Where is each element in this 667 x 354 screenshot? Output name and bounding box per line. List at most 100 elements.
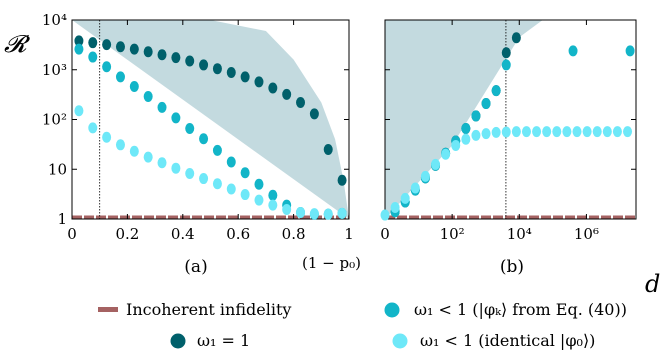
data-point-dark: [157, 49, 167, 61]
data-point-dark: [129, 43, 139, 55]
data-point-mid: [268, 189, 278, 201]
data-point-dark: [323, 143, 333, 155]
data-point-dark: [171, 52, 181, 64]
x-tick-label: 0.8: [282, 225, 306, 243]
data-point-mid: [625, 45, 635, 57]
data-point-dark: [254, 76, 264, 88]
data-point-light: [441, 148, 451, 160]
y-tick-label: 10: [48, 160, 67, 178]
data-point-light: [185, 168, 195, 180]
data-point-mid: [481, 97, 491, 109]
data-point-mid: [212, 144, 222, 156]
data-point-light: [420, 170, 430, 182]
data-point-light: [268, 199, 278, 211]
data-point-light: [400, 192, 410, 204]
y-tick-label: 10³: [42, 61, 67, 79]
panel-a-xlabel: (1 − p₀): [302, 254, 361, 272]
data-point-dark: [74, 35, 84, 47]
data-point-mid: [199, 133, 209, 145]
data-point-light: [451, 140, 461, 152]
data-point-mid: [102, 61, 112, 73]
legend-dark-label: ω₁ = 1: [197, 331, 250, 350]
data-point-dark: [309, 108, 319, 120]
data-point-light: [623, 126, 633, 138]
data-point-light: [481, 128, 491, 140]
y-tick-label: 10²: [42, 111, 67, 129]
y-tick-label: 1: [57, 210, 67, 228]
x-tick-label: 10²: [440, 225, 465, 243]
data-point-mid: [115, 71, 125, 83]
x-tick-label: 0: [380, 225, 390, 243]
data-point-light: [115, 139, 125, 151]
data-point-dark: [337, 174, 347, 186]
legend-light-label: ω₁ < 1 (identical |φ₀⟩): [420, 331, 595, 350]
panel-a: 1 10 10² 10³ 10⁴ 0 0.2 0.4 0.6 0.8 1: [42, 11, 354, 243]
data-point-mid: [185, 122, 195, 134]
data-point-dark: [282, 88, 292, 100]
data-point-dark: [268, 82, 278, 94]
data-point-mid: [171, 112, 181, 124]
legend-light-marker: [392, 333, 408, 349]
data-point-light: [572, 126, 582, 138]
data-point-dark: [511, 32, 521, 44]
data-point-dark: [226, 67, 236, 79]
data-point-light: [240, 189, 250, 201]
data-point-light: [511, 126, 521, 138]
data-point-light: [461, 133, 471, 145]
data-point-mid: [471, 110, 481, 122]
data-point-dark: [212, 63, 222, 75]
data-point-dark: [199, 59, 209, 71]
data-point-light: [337, 207, 347, 219]
data-point-light: [143, 151, 153, 163]
data-point-light: [74, 105, 84, 117]
y-axis-label: 𝓡: [4, 30, 31, 58]
data-point-light: [491, 126, 501, 138]
data-point-light: [380, 209, 390, 221]
data-point-light: [501, 126, 511, 138]
data-point-light: [602, 126, 612, 138]
data-point-light: [582, 126, 592, 138]
data-point-dark: [501, 47, 511, 59]
legend: Incoherent infidelity ω₁ = 1 ω₁ < 1 (|φₖ…: [98, 300, 627, 350]
data-point-light: [552, 126, 562, 138]
data-point-mid: [74, 43, 84, 55]
legend-mid-label: ω₁ < 1 (|φₖ⟩ from Eq. (40)): [414, 300, 627, 319]
data-point-light: [309, 208, 319, 220]
panel-a-caption: (a): [184, 257, 207, 277]
data-point-dark: [185, 55, 195, 67]
legend-incoherent-label: Incoherent infidelity: [126, 300, 291, 319]
y-tick-label: 10⁴: [42, 11, 67, 29]
data-point-light: [612, 126, 622, 138]
panel-b-caption: (b): [500, 257, 524, 277]
x-tick-label: 0.6: [226, 225, 250, 243]
data-point-dark: [115, 41, 125, 53]
data-point-light: [296, 207, 306, 219]
shaded-region: [72, 20, 349, 219]
data-point-light: [542, 126, 552, 138]
data-point-light: [521, 126, 531, 138]
x-tick-label: 1: [344, 225, 354, 243]
data-point-dark: [143, 46, 153, 58]
data-point-mid: [491, 85, 501, 97]
data-point-mid: [88, 51, 98, 63]
data-point-light: [171, 162, 181, 174]
legend-mid-marker: [384, 302, 400, 318]
x-tick-label: 0.4: [171, 225, 195, 243]
data-point-light: [471, 129, 481, 141]
data-point-light: [157, 157, 167, 169]
shaded-region: [385, 20, 543, 219]
data-point-mid: [240, 167, 250, 179]
data-point-light: [199, 173, 209, 185]
data-point-dark: [88, 37, 98, 49]
data-point-mid: [501, 59, 511, 71]
data-point-light: [532, 126, 542, 138]
data-point-mid: [226, 156, 236, 168]
panel-b-xlabel: d: [645, 270, 660, 298]
data-point-mid: [143, 90, 153, 102]
data-point-mid: [157, 101, 167, 113]
data-point-light: [254, 194, 264, 206]
data-point-light: [562, 126, 572, 138]
data-point-dark: [296, 96, 306, 108]
data-point-light: [390, 202, 400, 214]
